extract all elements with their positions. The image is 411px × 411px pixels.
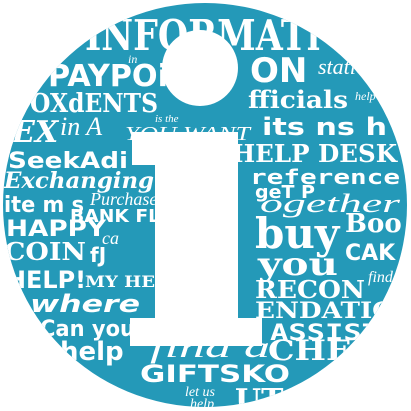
word: ON [250, 51, 307, 91]
word: let us [185, 385, 215, 400]
word: fficials [248, 85, 348, 114]
word: CAK [345, 241, 396, 266]
word: Boo [345, 209, 402, 239]
word: fJ [90, 243, 106, 267]
word: is the [155, 113, 179, 125]
word: UT [235, 383, 284, 411]
word: in [128, 52, 137, 66]
i-stem [130, 132, 262, 346]
word: ite m s [4, 193, 84, 218]
word: geT P [255, 182, 315, 203]
word: OXdENTS [30, 89, 158, 119]
word: Can you [40, 317, 135, 342]
word: statio [318, 54, 367, 79]
word: Purchase [89, 189, 157, 209]
word: PAYPOi [48, 59, 168, 94]
word: RECON [255, 275, 365, 304]
word: SeekAdi [8, 149, 128, 174]
word: COIN [4, 237, 86, 266]
word: Exchanging [3, 168, 154, 194]
word: GIFTSKO [140, 360, 290, 388]
word: BANK FL [70, 206, 160, 227]
word: help [355, 89, 376, 103]
word: find [368, 269, 394, 286]
word: buy [255, 209, 341, 258]
word: help [190, 397, 214, 411]
word: where [30, 290, 140, 318]
word: EX [11, 115, 60, 150]
word: its ns h [262, 113, 387, 141]
word: help [60, 337, 124, 367]
word: in A [60, 112, 102, 141]
word: ogether [260, 189, 402, 218]
word: you [257, 245, 338, 283]
word: MY HE [85, 272, 155, 291]
word: HAPPY [6, 217, 107, 242]
word: HELP DESK [232, 139, 398, 168]
word: reference [250, 165, 400, 189]
i-dot [162, 30, 238, 106]
word: ca [102, 228, 119, 248]
